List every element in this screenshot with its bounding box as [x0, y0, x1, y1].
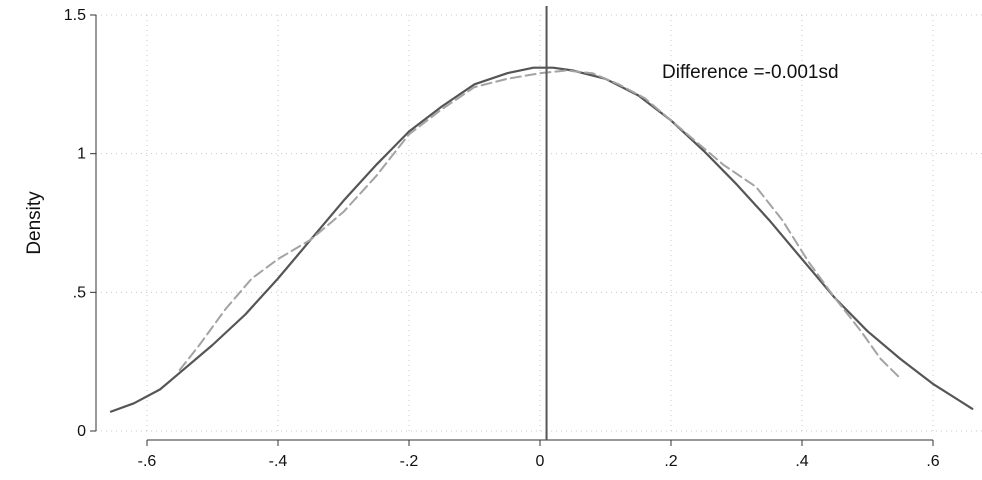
x-tick-label-1: -.4: [269, 453, 288, 470]
y-axis-ticks: 0 .5 1 1.5: [64, 7, 96, 440]
solid-density-line: [109, 66, 974, 413]
density-series: [109, 66, 974, 413]
difference-annotation: Difference =-0.001sd: [662, 62, 839, 83]
y-tick-label-2: 1: [77, 146, 86, 163]
x-tick-label-3: 0: [536, 453, 545, 470]
x-tick-label-4: .2: [664, 453, 677, 470]
x-tick-label-2: -.2: [400, 453, 419, 470]
y-axis-title: Density: [24, 191, 45, 255]
x-tick-label-6: .6: [926, 453, 939, 470]
y-tick-label-1: .5: [73, 284, 86, 301]
x-tick-label-5: .4: [795, 453, 808, 470]
x-axis-ticks: -.6 -.4 -.2 0 .2 .4 .6: [138, 440, 940, 470]
grid-lines: [96, 14, 982, 432]
dashed-density-line: [178, 69, 902, 380]
y-tick-label-3: 1.5: [64, 7, 86, 24]
x-tick-label-0: -.6: [138, 453, 157, 470]
y-tick-label-0: 0: [77, 423, 86, 440]
